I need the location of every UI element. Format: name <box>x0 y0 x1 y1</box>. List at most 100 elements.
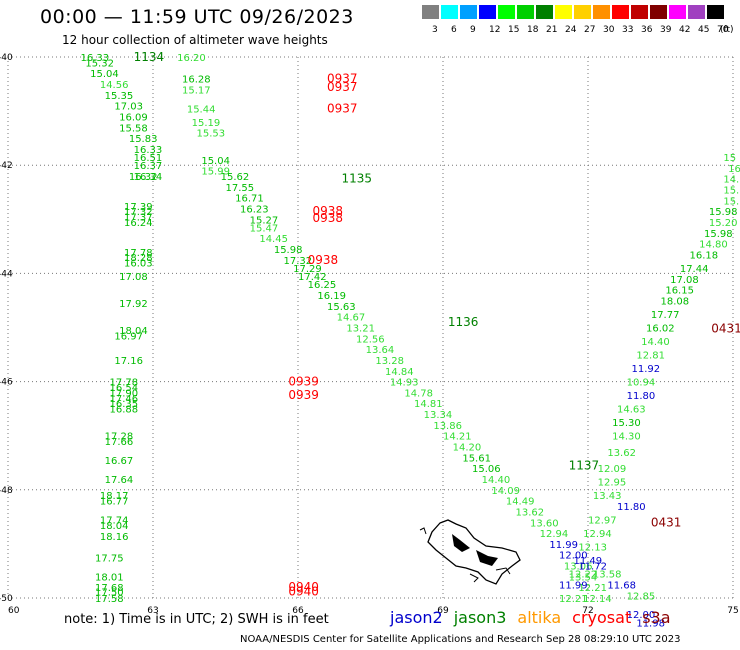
pass-time-labels: 1134093709370937113509380938093811360939… <box>134 50 740 599</box>
legend-swatch <box>555 5 572 19</box>
pass-time: 0939 <box>288 388 319 402</box>
legend-swatch <box>574 5 591 19</box>
wave-height-value: 17.08 <box>670 275 699 286</box>
legend-swatch <box>669 5 686 19</box>
wave-height-value: 16.09 <box>119 113 148 124</box>
wave-height-value: 13.62 <box>516 507 545 518</box>
wave-height-value: 14.56 <box>100 80 129 91</box>
wave-height-value: 14.67 <box>337 313 366 324</box>
lat-label: -46 <box>0 378 13 388</box>
wave-height-value: 12.95 <box>598 478 627 489</box>
wave-height-value: 16.35 <box>110 399 139 410</box>
wave-height-value: 10.94 <box>627 378 656 389</box>
wave-height-value: 17.77 <box>651 310 680 321</box>
wave-height-value: 15.04 <box>201 156 230 167</box>
wave-height-value: 13.54 <box>569 572 598 583</box>
pass-time: 0937 <box>327 72 358 86</box>
wave-height-value: 15.30 <box>612 418 641 429</box>
legend-swatch <box>612 5 629 19</box>
pass-time: 1136 <box>448 315 479 329</box>
wave-height-value: 15.19 <box>192 118 221 129</box>
map-grid <box>7 56 734 599</box>
wave-height-value: 13.58 <box>593 570 622 581</box>
legend-swatch <box>593 5 610 19</box>
wave-height-value: 11.72 <box>578 562 607 573</box>
wave-height-value: 12.94 <box>583 529 612 540</box>
wave-height-value: 18.08 <box>661 296 690 307</box>
wave-height-value: 17.16 <box>114 356 143 367</box>
pass-time: 0939 <box>288 375 319 389</box>
wave-height-value: 13.86 <box>433 421 462 432</box>
pass-time: 0431 <box>711 322 740 336</box>
legend-label: 39 <box>660 25 672 35</box>
pass-time: 0938 <box>313 204 344 218</box>
wave-height-value: 15.99 <box>201 167 230 178</box>
wave-height-points: 16.3315.3215.0414.5615.3517.0316.0915.58… <box>81 53 740 629</box>
wave-height-value: 15.06 <box>472 464 501 475</box>
legend-unit: (ft) <box>720 25 734 35</box>
wave-height-value: 17.50 <box>95 588 124 599</box>
wave-height-value: 15.32 <box>85 58 114 69</box>
lon-label: 66 <box>292 606 304 616</box>
wave-height-value: 17.78 <box>124 248 153 259</box>
satellite-altika: altika <box>517 608 562 627</box>
wave-height-value: 17.29 <box>293 264 322 275</box>
kerguelen-island <box>419 519 521 585</box>
wave-height-value: 11.99 <box>559 580 588 591</box>
wave-height-value: 15 <box>723 153 736 164</box>
wave-height-value: 17.64 <box>105 475 134 486</box>
wave-height-value: 16 <box>728 164 740 175</box>
wave-height-value: 17.58 <box>95 594 124 605</box>
wave-height-value: 18.01 <box>95 572 124 583</box>
legend-swatch <box>479 5 496 19</box>
satellite-legend: jason2 jason3 altika cryosat s3a <box>390 608 682 627</box>
lat-label: -42 <box>0 161 13 171</box>
wave-height-value: 15.17 <box>182 85 211 96</box>
wave-height-value: 14.63 <box>617 405 646 416</box>
wave-height-value: 16.67 <box>105 456 134 467</box>
wave-height-value: 13.28 <box>375 356 404 367</box>
wave-height-value: 15.7 <box>723 186 740 197</box>
legend-swatch <box>707 5 724 19</box>
lat-label: -40 <box>0 53 13 63</box>
wave-height-value: 14.84 <box>385 367 414 378</box>
legend-label: 27 <box>584 25 596 35</box>
wave-height-value: 11.80 <box>627 391 656 402</box>
pass-time: 0937 <box>327 80 358 94</box>
wave-height-value: 15.47 <box>250 223 279 234</box>
wave-height-value: 18.16 <box>100 532 129 543</box>
lat-label: -48 <box>0 486 13 496</box>
legend-label: 30 <box>603 25 615 35</box>
wave-height-value: 17.78 <box>110 378 139 389</box>
wave-height-value: 14.80 <box>699 240 728 251</box>
legend-swatch <box>536 5 553 19</box>
wave-height-value: 12.22 <box>569 570 598 581</box>
lat-label: -50 <box>0 594 13 604</box>
wave-height-value: 12.21 <box>578 583 607 594</box>
satellite-jason2: jason2 <box>390 608 443 627</box>
wave-height-value: 17.75 <box>95 553 124 564</box>
pass-time: 0937 <box>327 101 358 115</box>
wave-height-value: 16.77 <box>100 497 129 508</box>
wave-height-value: 15.98 <box>274 245 303 256</box>
wave-height-value: 13.62 <box>607 448 636 459</box>
wave-height-value: 16.33 <box>81 53 110 64</box>
legend-label: 24 <box>565 25 577 35</box>
wave-height-value: 14.21 <box>443 432 472 443</box>
wave-height-value: 15.63 <box>327 302 356 313</box>
wave-height-value: 15.20 <box>709 218 738 229</box>
wave-height-value: 13.34 <box>424 410 453 421</box>
wave-height-value: 11.92 <box>632 364 661 375</box>
wave-height-value: 16.23 <box>240 204 269 215</box>
legend-swatch <box>422 5 439 19</box>
wave-height-value: 17.68 <box>95 583 124 594</box>
wave-height-value: 17.92 <box>119 299 148 310</box>
legend-swatch <box>460 5 477 19</box>
pass-time: 0938 <box>308 253 339 267</box>
lon-label: 75 <box>727 606 738 616</box>
legend-label: 6 <box>451 25 457 35</box>
legend-swatch <box>517 5 534 19</box>
wave-height-value: 12.94 <box>540 529 569 540</box>
wave-height-value: 13.43 <box>593 491 622 502</box>
